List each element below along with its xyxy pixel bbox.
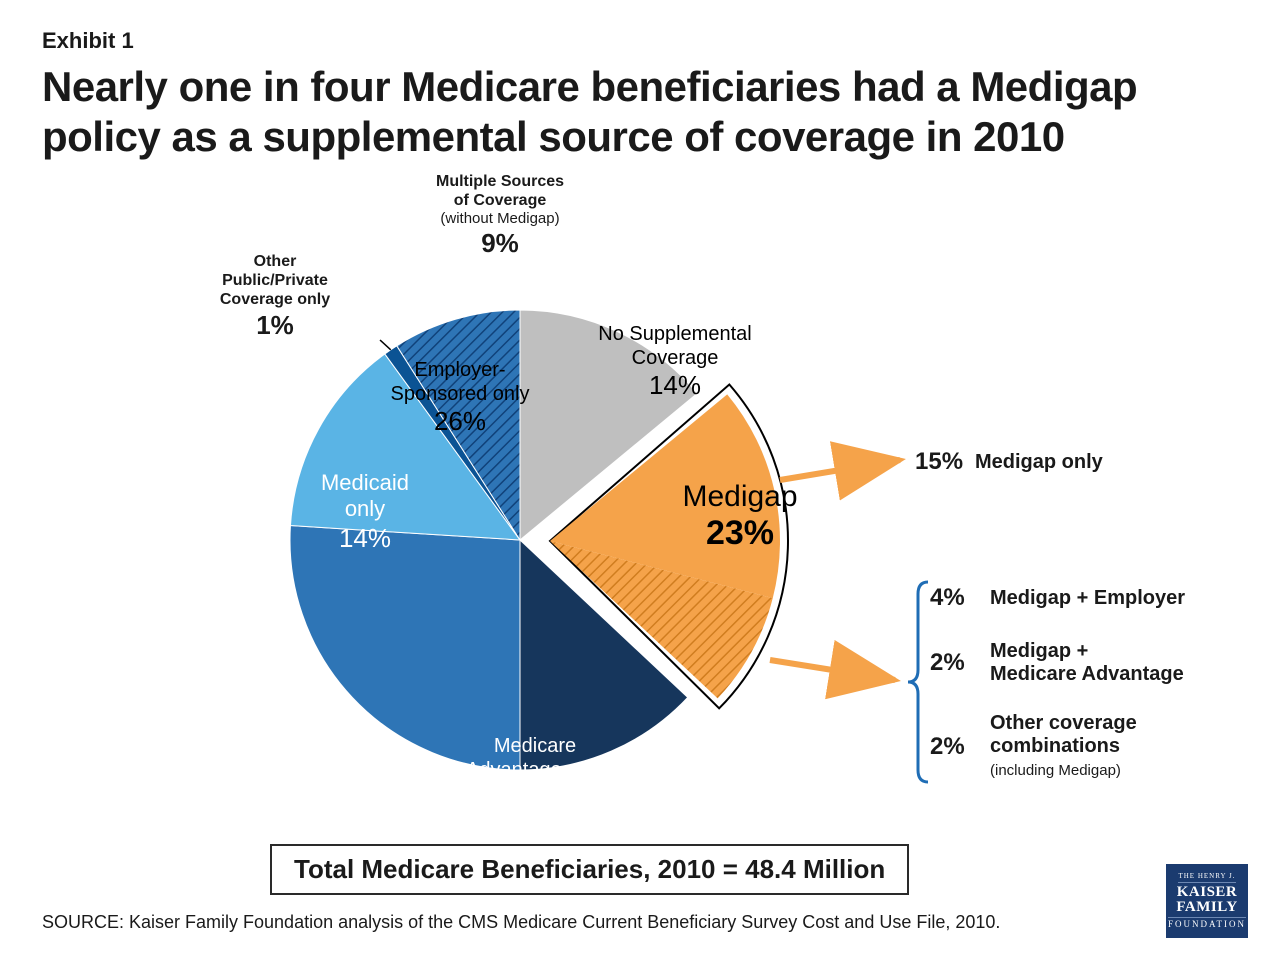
- pie-chart: Multiple Sources of Coverage (without Me…: [0, 180, 1280, 820]
- label-ma: Medicare Advantage only 13%: [435, 734, 635, 813]
- total-box: Total Medicare Beneficiaries, 2010 = 48.…: [270, 844, 909, 895]
- main-title: Nearly one in four Medicare beneficiarie…: [42, 62, 1162, 161]
- callout-other-combo: 2% Other coveragecombinations(including …: [930, 712, 1137, 781]
- label-no-supp: No Supplemental Coverage 14%: [575, 322, 775, 401]
- label-other-pp: Other Public/Private Coverage only 1%: [160, 252, 390, 341]
- label-medicaid: Medicaid only 14%: [280, 470, 450, 554]
- source-line: SOURCE: Kaiser Family Foundation analysi…: [42, 912, 1000, 933]
- callout-medigap-only: 15% Medigap only: [915, 448, 1103, 476]
- label-medigap: Medigap 23%: [640, 480, 840, 553]
- label-multiple: Multiple Sources of Coverage (without Me…: [370, 172, 630, 260]
- callout-medigap-employer: 4% Medigap + Employer: [930, 584, 1185, 612]
- kff-logo: THE HENRY J. KAISER FAMILY FOUNDATION: [1166, 864, 1248, 938]
- exhibit-label: Exhibit 1: [42, 28, 134, 54]
- callout-medigap-ma: 2% Medigap +Medicare Advantage: [930, 640, 1184, 686]
- label-employer: Employer- Sponsored only 26%: [355, 358, 565, 437]
